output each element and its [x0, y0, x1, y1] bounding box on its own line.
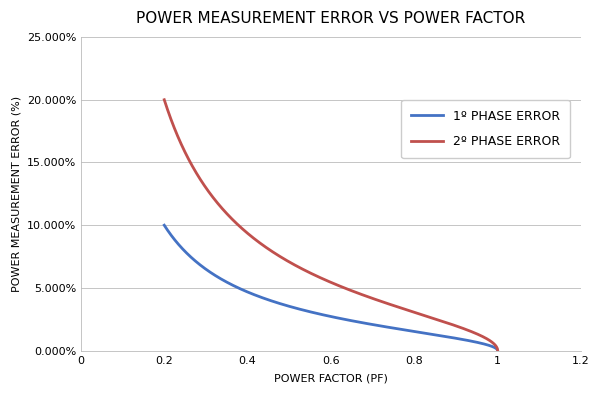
1º PHASE ERROR: [195, 261, 202, 266]
2º PHASE ERROR: [494, 348, 501, 353]
Legend: 1º PHASE ERROR, 2º PHASE ERROR: 1º PHASE ERROR, 2º PHASE ERROR: [401, 100, 570, 158]
Line: 2º PHASE ERROR: 2º PHASE ERROR: [164, 100, 498, 351]
X-axis label: POWER FACTOR (PF): POWER FACTOR (PF): [274, 374, 388, 384]
2º PHASE ERROR: [389, 303, 397, 308]
1º PHASE ERROR: [296, 307, 303, 311]
1º PHASE ERROR: [160, 223, 168, 228]
Title: POWER MEASUREMENT ERROR VS POWER FACTOR: POWER MEASUREMENT ERROR VS POWER FACTOR: [136, 11, 526, 26]
2º PHASE ERROR: [427, 315, 434, 320]
2º PHASE ERROR: [195, 174, 202, 179]
1º PHASE ERROR: [308, 310, 315, 314]
1º PHASE ERROR: [421, 331, 428, 335]
1º PHASE ERROR: [494, 348, 501, 353]
Y-axis label: POWER MEASUREMENT ERROR (%): POWER MEASUREMENT ERROR (%): [11, 96, 21, 292]
2º PHASE ERROR: [160, 98, 168, 102]
2º PHASE ERROR: [308, 271, 315, 276]
Line: 1º PHASE ERROR: 1º PHASE ERROR: [164, 225, 498, 351]
1º PHASE ERROR: [389, 326, 397, 331]
2º PHASE ERROR: [421, 313, 428, 318]
2º PHASE ERROR: [296, 265, 303, 270]
1º PHASE ERROR: [427, 332, 434, 337]
